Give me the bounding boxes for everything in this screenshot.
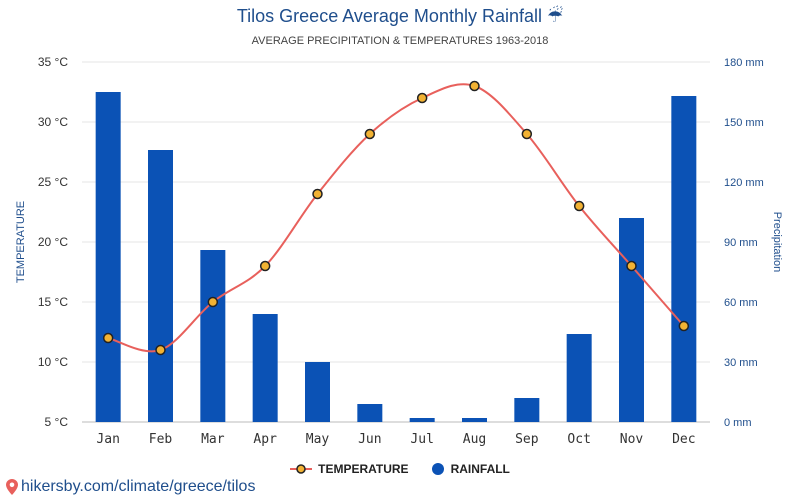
temperature-point [102,332,114,344]
rainfall-bar [148,150,173,422]
y-tick-label-right: 60 mm [724,297,758,309]
rainfall-bar [514,398,540,422]
rainfall-bar [95,92,121,422]
x-tick-label: Apr [253,432,277,447]
x-tick-label: Dec [672,432,695,447]
rainfall-bar [566,334,592,422]
temperature-point [521,128,533,140]
y-tick-label-left: 5 °C [45,415,69,429]
rainfall-bar [671,96,697,422]
y-axis-title-left: TEMPERATURE [15,201,27,283]
footer-url: hikersby.com/climate/greece/tilos [21,478,256,495]
x-tick-label: Jul [410,432,433,447]
temperature-line [107,83,685,353]
y-tick-label-left: 25 °C [38,175,68,189]
rainfall-bar [462,418,487,422]
temperature-point [312,188,323,200]
x-tick-label: Jan [96,432,119,447]
y-tick-label-right: 180 mm [724,57,764,69]
x-tick-label: Mar [201,432,225,447]
y-tick-label-right: 120 mm [724,177,764,189]
temperature-point [207,296,219,308]
y-tick-label-right: 90 mm [724,237,758,249]
y-tick-label-left: 30 °C [38,115,68,129]
y-tick-label-right: 30 mm [724,357,758,369]
y-tick-label-left: 35 °C [38,55,68,69]
temperature-point [573,200,585,212]
chart-subtitle: AVERAGE PRECIPITATION & TEMPERATURES 196… [251,35,549,47]
line-marker-icon [290,464,313,474]
x-tick-label: Feb [149,432,173,447]
x-tick-label: Sep [515,432,539,447]
y-tick-label-left: 10 °C [38,355,68,369]
rainfall-bar [619,218,644,422]
rainfall-bar [357,404,383,422]
legend-item-rainfall[interactable]: RAINFALL [431,462,510,476]
y-tick-label-left: 15 °C [38,295,68,309]
x-tick-label: Aug [463,432,486,447]
temperature-point [155,344,166,356]
rainfall-bar [409,418,435,422]
y-tick-label-right: 0 mm [724,417,752,429]
x-tick-label: May [306,432,330,447]
temperature-point [364,128,376,140]
location-pin-icon [6,479,18,495]
circle-marker-icon [431,463,444,475]
temperature-point [626,260,637,272]
rainfall-bar [200,250,226,422]
temperature-point [469,80,480,92]
temperature-point [678,320,690,332]
x-tick-label: Jun [358,432,381,447]
footer-link[interactable]: hikersby.com/climate/greece/tilos [6,478,255,496]
x-tick-label: Nov [620,432,644,447]
y-tick-label-right: 150 mm [724,117,764,129]
chart-canvas: 5 °C 10 °C 15 °C 20 °C 25 °C 30 °C 35 °C 0 mm 30… [15,55,783,447]
legend-label-temperature: TEMPERATURE [318,462,409,476]
rainfall-bar [252,314,278,422]
temperature-point [259,260,271,272]
legend-item-temperature[interactable]: TEMPERATURE [290,462,409,476]
temperature-point [416,92,428,104]
chart-title: Tilos Greece Average Monthly Rainfall ☔ [236,6,564,26]
legend: TEMPERATURE RAINFALL [0,462,800,476]
y-axis-title-right: Precipitation [771,212,783,273]
x-tick-label: Oct [567,432,590,447]
rainfall-bar [305,362,330,422]
y-tick-label-left: 20 °C [38,235,68,249]
legend-label-rainfall: RAINFALL [450,462,510,476]
